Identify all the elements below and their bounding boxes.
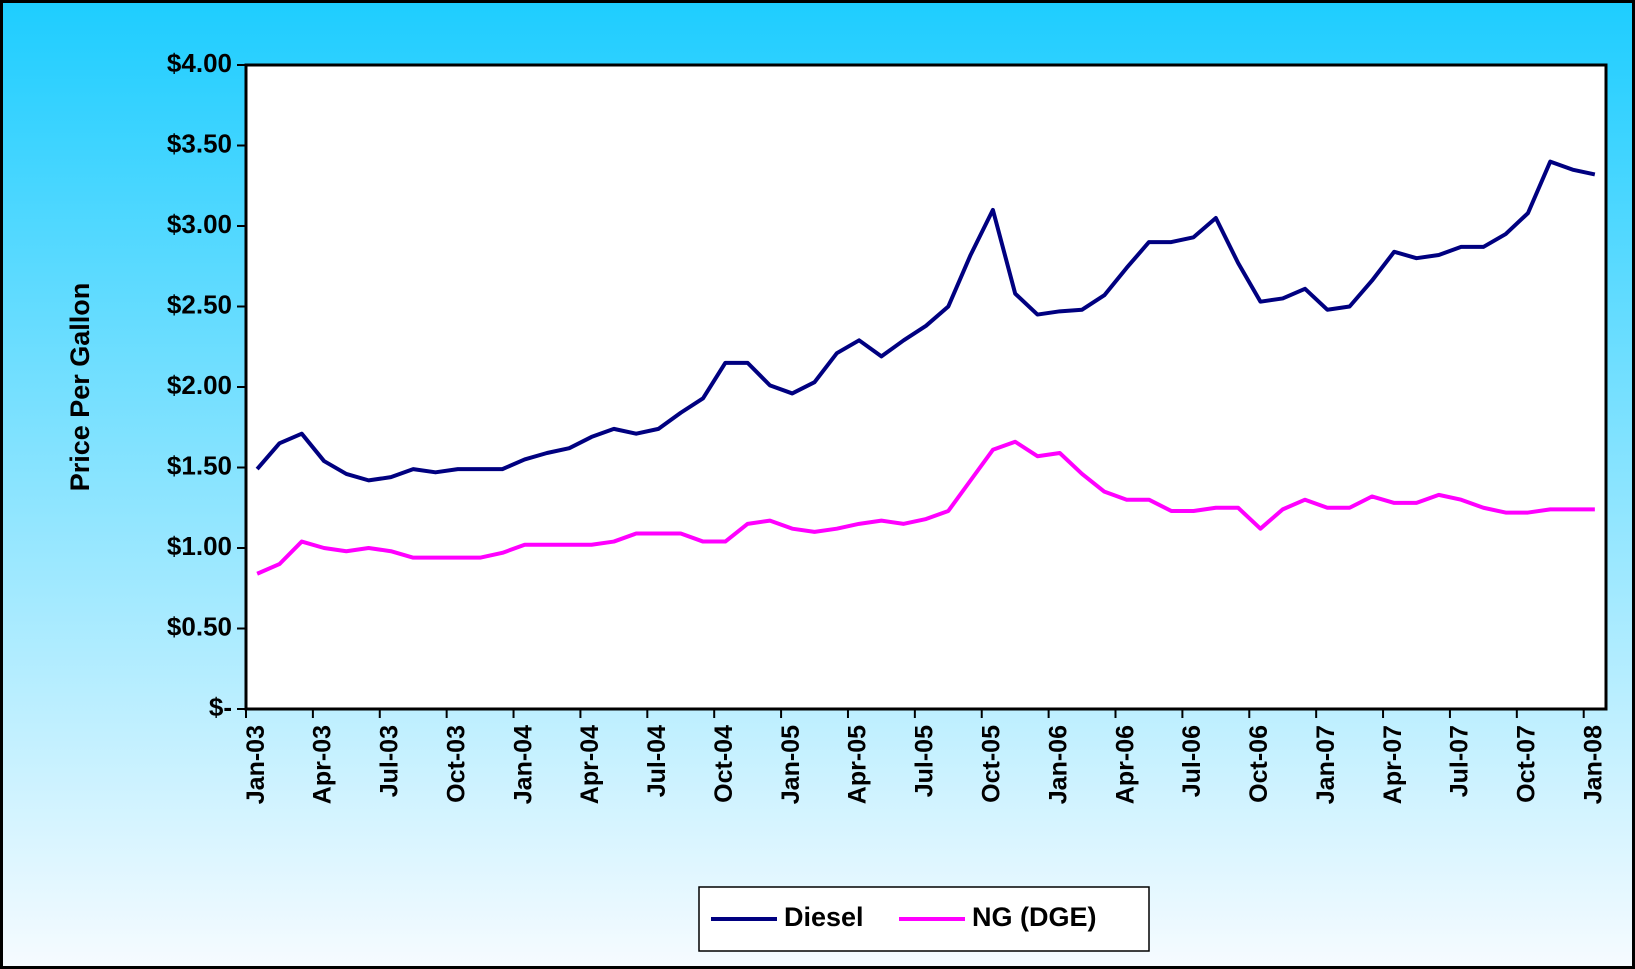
x-tick-label: Apr-04 — [576, 725, 604, 804]
x-tick-label: Jul-03 — [376, 725, 404, 797]
legend-label: Diesel — [784, 902, 864, 932]
x-tick-label: Jan-04 — [509, 725, 537, 804]
x-tick-label: Oct-03 — [442, 725, 470, 803]
y-tick-label: $1.50 — [167, 450, 232, 480]
x-tick-label: Jul-06 — [1178, 725, 1206, 797]
plot-area — [244, 63, 1608, 711]
x-tick-label: Oct-06 — [1245, 725, 1273, 803]
x-tick-label: Jul-04 — [643, 725, 671, 797]
y-tick-label: $3.50 — [167, 128, 232, 158]
legend: Diesel NG (DGE) — [698, 886, 1150, 952]
x-tick-label: Jan-07 — [1312, 725, 1340, 804]
x-tick-label: Jan-05 — [777, 725, 805, 804]
x-tick-label: Oct-04 — [710, 725, 738, 803]
x-tick-label: Oct-05 — [977, 725, 1005, 803]
x-tick-label: Apr-07 — [1379, 725, 1407, 804]
y-tick-label: $2.00 — [167, 370, 232, 400]
y-tick-label: $0.50 — [167, 611, 232, 641]
legend-label: NG (DGE) — [972, 902, 1097, 932]
x-tick-label: Jul-05 — [911, 725, 939, 797]
x-tick-label: Jan-06 — [1044, 725, 1072, 804]
data-line — [256, 439, 1595, 576]
x-tick-label: Apr-06 — [1111, 725, 1139, 804]
x-tick-label: Oct-07 — [1513, 725, 1541, 803]
x-tick-label: Apr-03 — [309, 725, 337, 804]
x-tick-label: Jan-08 — [1579, 725, 1607, 804]
y-tick-label: $1.00 — [167, 531, 232, 561]
x-tick-label: Apr-05 — [844, 725, 872, 804]
y-tick-label: $4.00 — [167, 48, 232, 78]
y-tick-label: $2.50 — [167, 289, 232, 319]
y-axis-title: Price Per Gallon — [65, 283, 95, 492]
x-tick-label: Jan-03 — [242, 725, 270, 804]
x-tick-label: Jul-07 — [1446, 725, 1474, 797]
data-line — [255, 159, 1596, 483]
y-tick-label: $3.00 — [167, 209, 232, 239]
y-tick-label: $- — [209, 692, 232, 722]
